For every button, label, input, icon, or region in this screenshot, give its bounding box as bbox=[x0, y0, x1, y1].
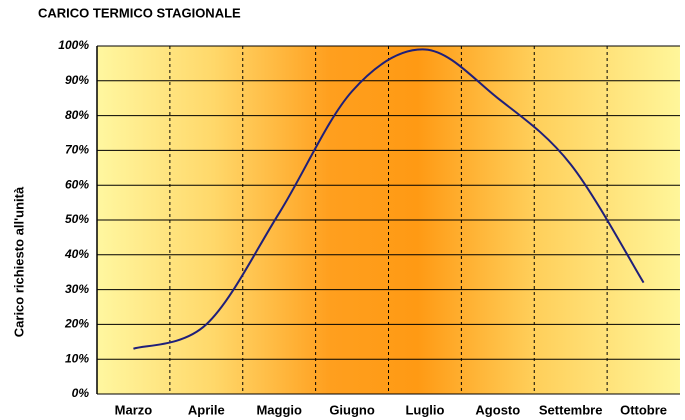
x-tick-label: Aprile bbox=[188, 402, 225, 417]
y-tick-label: 100% bbox=[58, 38, 89, 52]
y-tick-label: 0% bbox=[72, 386, 90, 400]
x-tick-label: Agosto bbox=[475, 402, 520, 417]
y-tick-label: 60% bbox=[65, 177, 89, 191]
line bbox=[133, 48, 645, 350]
x-tick-label: Giugno bbox=[329, 402, 375, 417]
x-tick-label: Ottobre bbox=[620, 402, 667, 417]
y-tick-label: 20% bbox=[64, 317, 89, 331]
y-tick-label: 10% bbox=[65, 351, 89, 365]
y-axis-label: Carico richiesto all'unità bbox=[11, 186, 26, 337]
chart-title: CARICO TERMICO STAGIONALE bbox=[38, 5, 241, 20]
y-tick-label: 70% bbox=[65, 143, 89, 157]
x-tick-label: Luglio bbox=[405, 402, 444, 417]
x-tick-label: Maggio bbox=[256, 402, 302, 417]
x-tick-label: Marzo bbox=[115, 402, 153, 417]
y-tick-label: 50% bbox=[65, 212, 89, 226]
y-tick-label: 30% bbox=[65, 282, 89, 296]
y-tick-label: 90% bbox=[65, 73, 89, 87]
y-tick-label: 80% bbox=[65, 108, 89, 122]
x-tick-label: Settembre bbox=[539, 402, 603, 417]
y-tick-label: 40% bbox=[64, 247, 89, 261]
